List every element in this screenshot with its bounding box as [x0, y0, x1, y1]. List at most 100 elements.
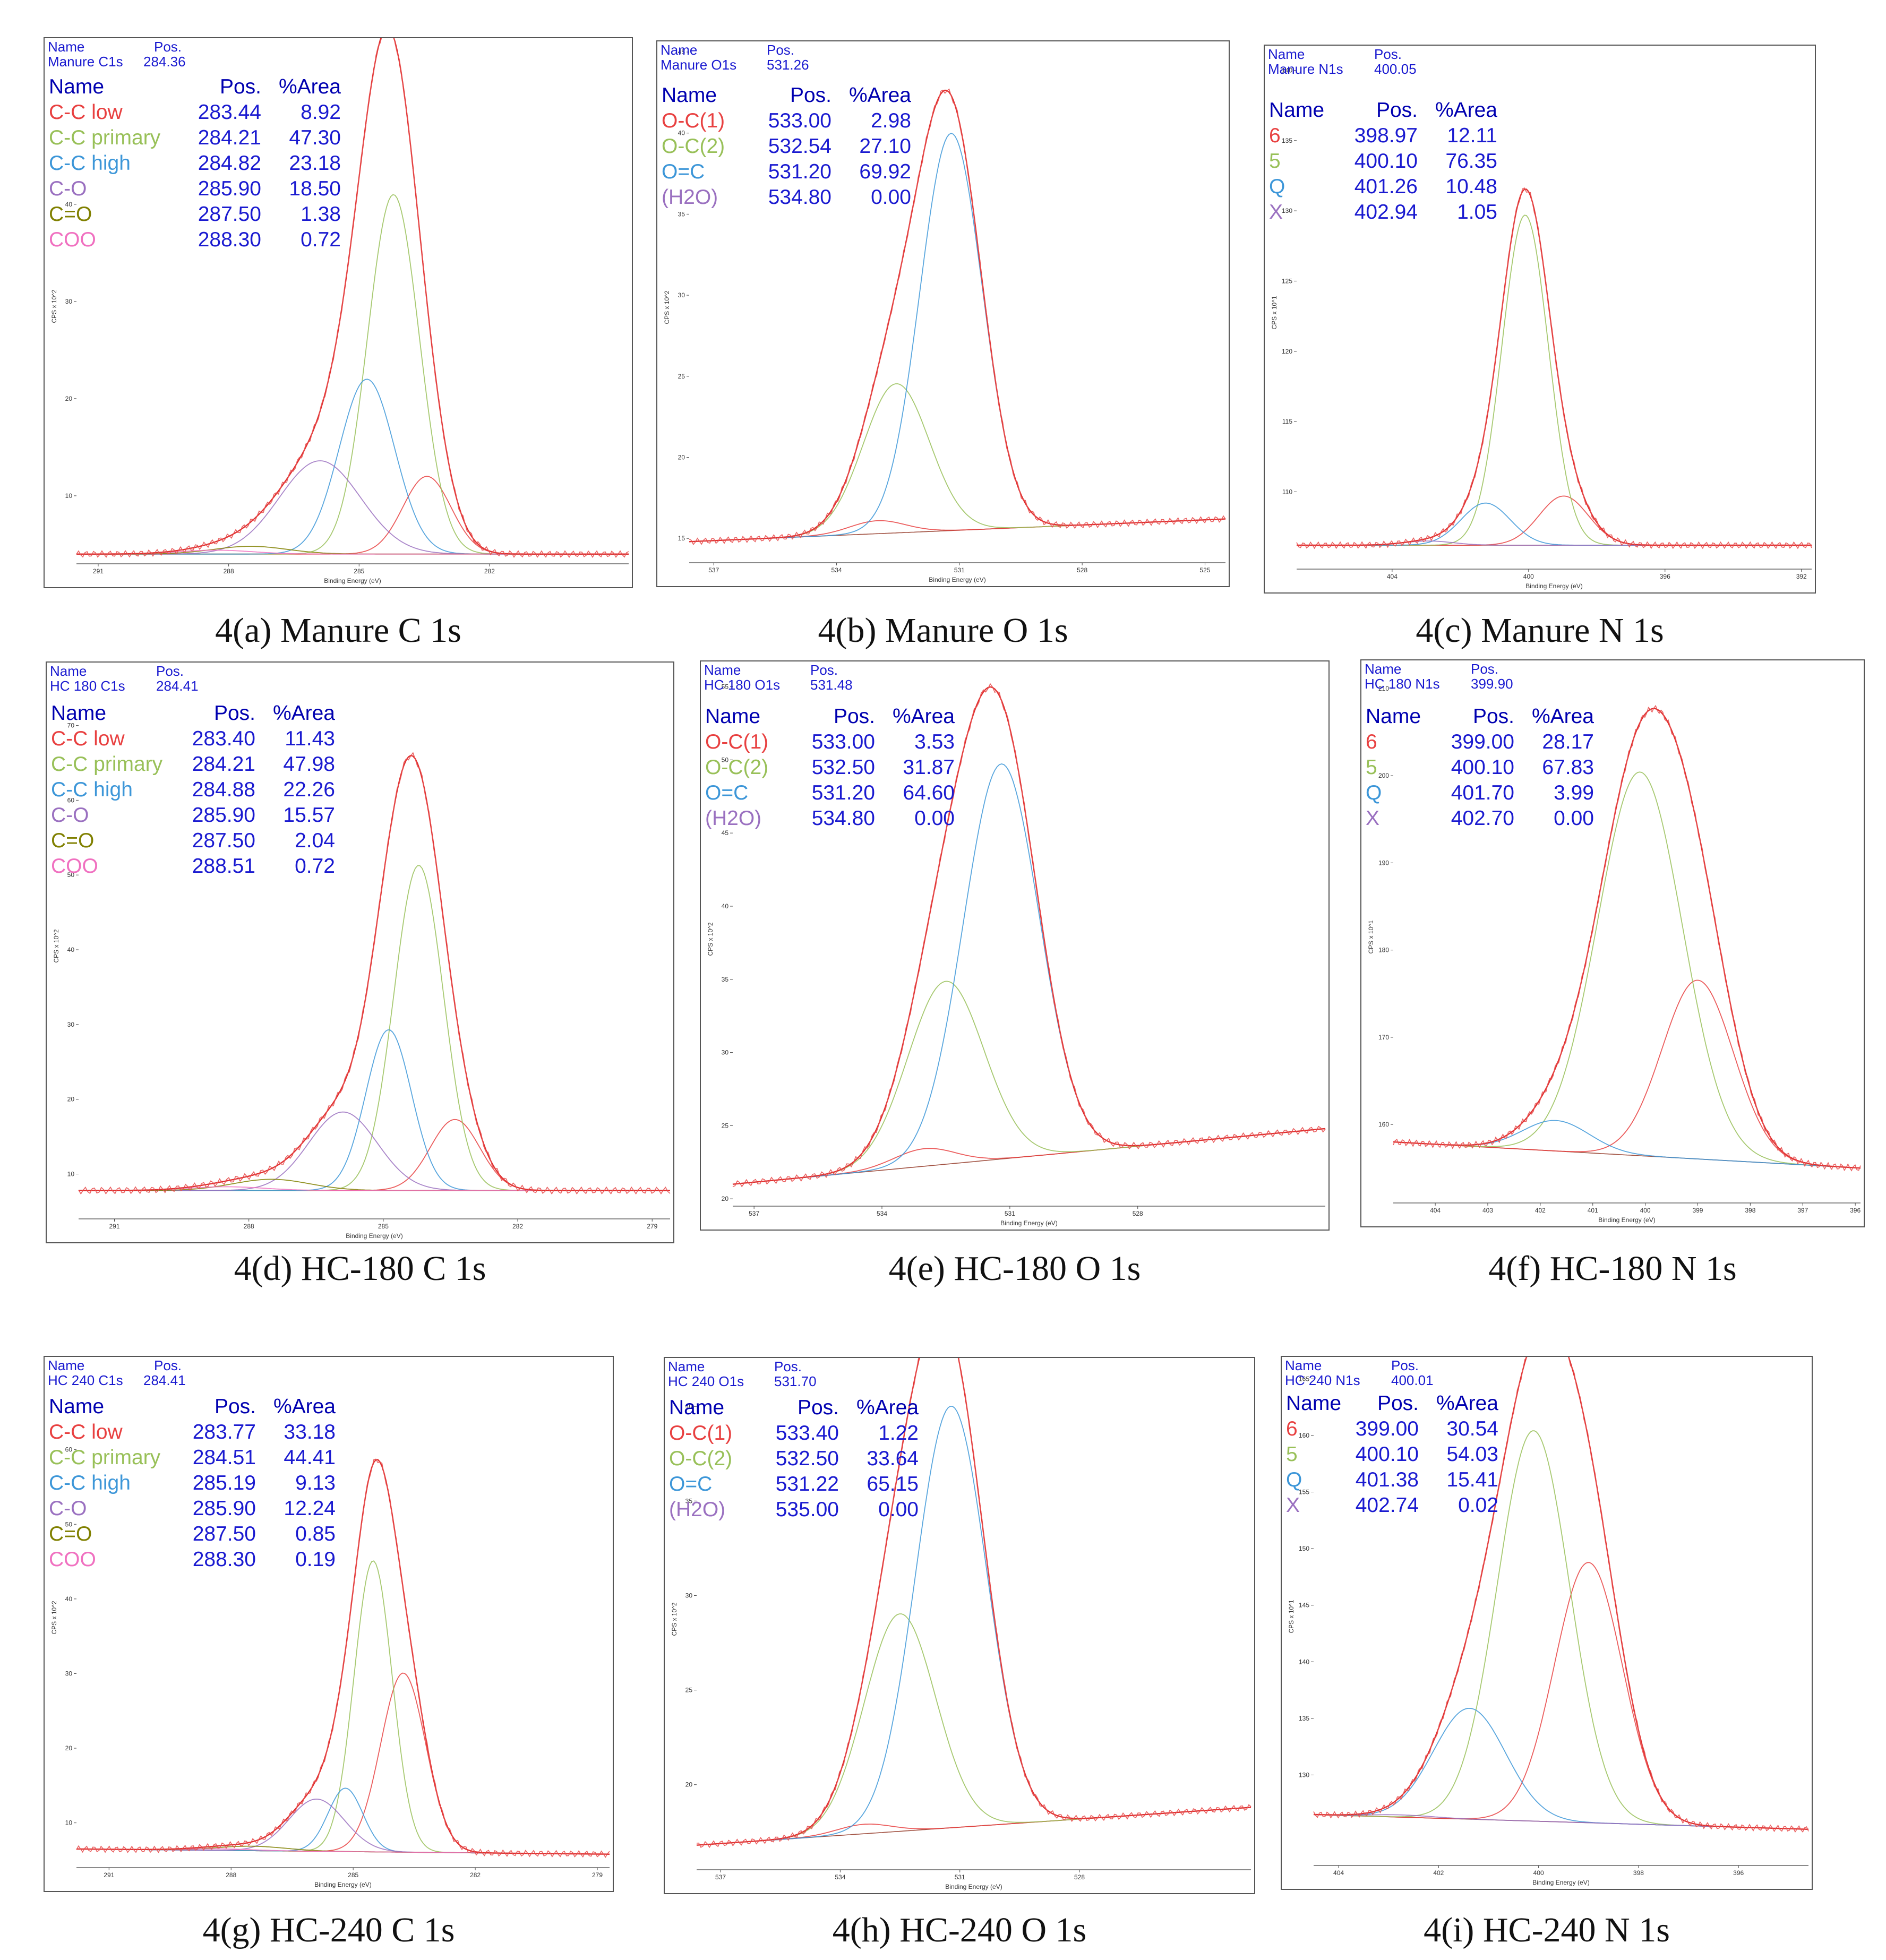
x-tick-label: 398	[1633, 1869, 1644, 1877]
x-tick-label: 288	[226, 1871, 236, 1879]
y-tick-label: 135	[1299, 1715, 1309, 1722]
table-row: COO 288.51 0.72	[51, 854, 335, 879]
component-name: O-C(2)	[669, 1447, 733, 1470]
component-pos: 399.00	[1451, 730, 1514, 753]
col-area: %Area	[892, 705, 955, 728]
table-row: C-O 285.90 18.50	[49, 176, 341, 202]
component-name: O=C	[669, 1473, 713, 1495]
component-name: O=C	[662, 160, 705, 183]
peak-header: Name Pos. Manure O1s 531.26	[661, 42, 809, 72]
component-table: Name Pos. %Area O-C(1) 533.00 3.53 O-C(2) 5…	[705, 704, 955, 831]
table-header-row: Name Pos. %Area	[705, 704, 955, 729]
table-row: 5 400.10 76.35	[1269, 149, 1497, 174]
x-tick-label: 404	[1387, 573, 1398, 580]
xps-plot: 537 534 531 528 20 25 30 35 40 Binding Energy (eV…	[671, 1358, 1251, 1890]
component-peak	[1393, 979, 1861, 1169]
component-pos: 400.10	[1451, 756, 1514, 779]
x-tick-label: 404	[1430, 1207, 1441, 1214]
component-pos: 534.80	[768, 186, 831, 209]
y-tick-label: 115	[1282, 418, 1292, 425]
y-tick-label: 50	[67, 871, 75, 879]
col-pos: Pos.	[1472, 705, 1514, 728]
component-table: Name Pos. %Area C-C low 283.40 11.43 C-C p…	[51, 701, 335, 879]
y-tick-label: 160	[1299, 1432, 1309, 1439]
figure-caption: 4(b) Manure O 1s	[818, 611, 1068, 650]
header-pos: 284.36	[143, 54, 186, 70]
table-row: Q 401.26 10.48	[1269, 174, 1497, 200]
x-tick-label: 531	[954, 566, 965, 574]
y-tick-label: 25	[685, 1687, 693, 1694]
y-tick-label: 140	[1299, 1658, 1309, 1665]
component-pos: 401.26	[1354, 175, 1418, 198]
component-area: 2.98	[871, 109, 911, 132]
y-tick-label: 50	[722, 756, 729, 763]
y-tick-label: 70	[67, 722, 75, 729]
peak-header: Name Pos. HC 240 C1s 284.41	[48, 1358, 186, 1388]
component-pos: 288.30	[198, 228, 261, 251]
y-axis-label: CPS x 10^2	[707, 922, 714, 956]
component-pos: 533.40	[775, 1422, 839, 1445]
figure-caption: 4(a) Manure C 1s	[215, 611, 461, 650]
component-name: X	[1286, 1494, 1300, 1517]
component-peak	[1313, 1707, 1809, 1830]
x-tick-label: 400	[1640, 1207, 1651, 1214]
x-axis-label: Binding Energy (eV)	[346, 1232, 402, 1240]
y-tick-label: 35	[678, 210, 685, 218]
table-header-row: Name Pos. %Area	[1286, 1391, 1498, 1416]
table-row: O-C(1) 533.00 2.98	[662, 108, 911, 134]
component-name: Q	[1286, 1468, 1302, 1491]
component-area: 23.18	[289, 152, 341, 175]
x-tick-label: 291	[109, 1223, 119, 1230]
x-tick-label: 398	[1745, 1207, 1755, 1214]
component-name: COO	[49, 1548, 96, 1571]
component-name: C=O	[51, 829, 95, 852]
table-row: O=C 531.22 65.15	[669, 1472, 919, 1497]
xps-plot: 404 400 396 392 110 115 120 125 130 135 140 Binding…	[1271, 66, 1812, 590]
y-tick-label: 190	[1378, 859, 1389, 866]
measured-curve	[1296, 187, 1812, 549]
component-name: C-C low	[49, 1421, 123, 1443]
x-tick-label: 396	[1660, 573, 1670, 580]
component-peak	[79, 1119, 670, 1191]
col-name: Name	[1269, 99, 1325, 122]
x-axis-label: Binding Energy (eV)	[1000, 1219, 1057, 1227]
component-peak	[76, 379, 629, 555]
xps-frame: 537 534 531 528 525 15 20 25 30 35 40 45 Binding Ene…	[656, 40, 1230, 587]
y-axis-label: CPS x 10^2	[50, 289, 58, 323]
table-row: O-C(1) 533.40 1.22	[669, 1421, 919, 1446]
y-tick-label: 45	[678, 48, 685, 56]
x-tick-label: 402	[1535, 1207, 1546, 1214]
table-row: O-C(2) 532.54 27.10	[662, 134, 911, 159]
col-pos: Pos.	[1376, 99, 1418, 122]
component-table: Name Pos. %Area O-C(1) 533.00 2.98 O-C(2) 5…	[662, 83, 911, 210]
component-pos: 284.21	[198, 126, 261, 149]
y-tick-label: 30	[65, 1670, 73, 1677]
xps-frame: 404 403 402 401 400 399 398 397 396 160 170 180 190 2…	[1360, 659, 1865, 1227]
x-tick-label: 534	[877, 1210, 887, 1217]
component-name: C-C high	[49, 1472, 131, 1494]
table-row: X 402.70 0.00	[1366, 806, 1594, 831]
y-tick-label: 15	[678, 535, 685, 542]
component-area: 44.41	[284, 1446, 336, 1469]
component-peak	[76, 1787, 610, 1855]
y-axis-label: CPS x 10^2	[50, 1601, 58, 1634]
x-tick-label: 537	[715, 1873, 726, 1881]
y-tick-label: 170	[1378, 1034, 1389, 1041]
table-row: C-O 285.90 12.24	[49, 1496, 336, 1521]
x-tick-label: 400	[1523, 573, 1534, 580]
component-pos: 288.51	[192, 855, 255, 878]
table-row: Q 401.70 3.99	[1366, 780, 1594, 806]
x-tick-label: 397	[1797, 1207, 1808, 1214]
component-pos: 285.90	[192, 1497, 256, 1520]
component-pos: 531.22	[775, 1473, 839, 1495]
xps-plot: 291 288 285 282 279 10 20 30 40 50 60 70 Binding Ene…	[53, 722, 671, 1240]
peak-header: Name Pos. HC 240 N1s 400.01	[1285, 1358, 1434, 1388]
y-axis-label: CPS x 10^1	[1367, 920, 1375, 953]
col-name: Name	[1366, 705, 1421, 728]
x-tick-label: 291	[104, 1871, 114, 1879]
col-area: %Area	[273, 1395, 336, 1418]
component-name: X	[1269, 201, 1283, 223]
y-tick-label: 130	[1282, 207, 1292, 214]
header-pos-label: Pos.	[1471, 661, 1499, 677]
component-area: 28.17	[1542, 730, 1594, 753]
